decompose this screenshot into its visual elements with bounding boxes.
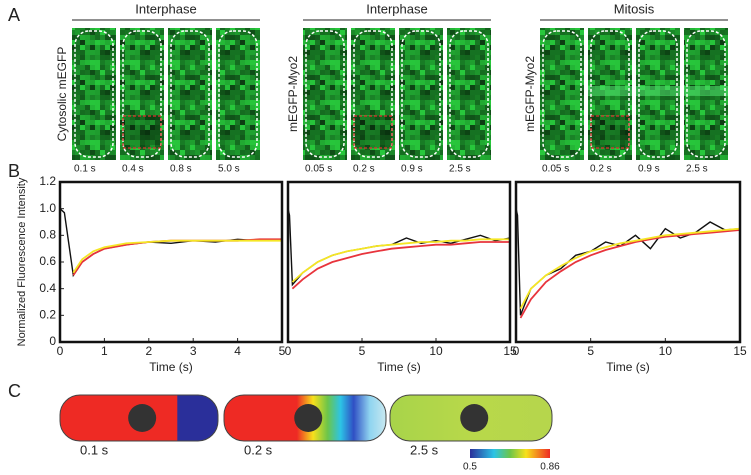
panel-letter: A: [8, 5, 20, 25]
data-line: [519, 227, 741, 310]
colorbar-max: 0.86: [540, 462, 560, 473]
y-axis-label: Normalized Fluorescence Intensity: [16, 177, 28, 346]
x-tick-label: 10: [659, 344, 673, 358]
plot-frame: [58, 180, 284, 344]
y-tick-label: 0: [49, 334, 56, 348]
cell-outline: [638, 30, 678, 158]
bleach-region: [354, 116, 392, 148]
microscopy-frame: [120, 28, 164, 160]
group-header: Interphase: [135, 1, 196, 16]
x-tick-label: 0: [57, 344, 64, 358]
x-tick-label: 2: [145, 344, 152, 358]
microscopy-frame: [303, 28, 347, 160]
y-tick-label: 0.6: [39, 254, 56, 268]
x-axis-label: Time (s): [377, 360, 421, 374]
x-tick-label: 4: [234, 344, 241, 358]
y-tick-label: 0.4: [39, 281, 56, 295]
plot-frame: [286, 180, 512, 344]
plot-frame: [514, 180, 742, 344]
x-tick-label: 1: [101, 344, 108, 358]
x-tick-label: 15: [733, 344, 747, 358]
cell-outline: [74, 30, 114, 158]
cell-time: 0.2 s: [244, 442, 273, 457]
time-label: 0.9 s: [401, 164, 423, 175]
x-tick-label: 15: [503, 344, 517, 358]
y-tick-label: 1.2: [39, 174, 56, 188]
microscopy-frame: [168, 28, 212, 160]
nucleus: [128, 404, 157, 432]
frame-label: Cytosolic mEGFP: [55, 47, 69, 142]
cell-outline: [590, 30, 630, 158]
colorbar: [470, 449, 550, 458]
cell-outline: [122, 30, 162, 158]
ring-signal: [636, 86, 680, 96]
colorbar-min: 0.5: [463, 462, 477, 473]
group-header: Mitosis: [614, 1, 655, 16]
cell-outline: [353, 30, 393, 158]
microscopy-frame: [540, 28, 584, 160]
cell-outline: [686, 30, 726, 158]
microscopy-frame: [216, 28, 260, 160]
panel-letter: C: [8, 381, 21, 401]
time-label: 0.05 s: [305, 164, 332, 175]
panel-letter: B: [8, 161, 20, 181]
bleach-region: [123, 116, 161, 148]
x-tick-label: 10: [429, 344, 443, 358]
data-line: [291, 238, 510, 283]
x-tick-label: 5: [587, 344, 594, 358]
nucleus: [460, 404, 489, 432]
x-tick-label: 5: [279, 344, 286, 358]
ring-signal: [684, 86, 728, 96]
data-line: [59, 208, 282, 278]
group-header: Interphase: [366, 1, 427, 16]
cell-time: 2.5 s: [410, 442, 439, 457]
x-axis-label: Time (s): [149, 360, 193, 374]
nucleus: [294, 404, 323, 432]
time-label: 0.2 s: [353, 164, 375, 175]
ring-signal: [588, 86, 632, 96]
microscopy-frame: [351, 28, 395, 160]
cell-outline: [305, 30, 345, 158]
x-tick-label: 0: [513, 344, 520, 358]
cell-outline: [401, 30, 441, 158]
time-label: 0.2 s: [590, 164, 612, 175]
frame-label: mEGFP-Myo2: [286, 56, 300, 132]
microscopy-frame: [72, 28, 116, 160]
x-tick-label: 0: [285, 344, 292, 358]
time-label: 2.5 s: [449, 164, 471, 175]
time-label: 0.1 s: [74, 164, 96, 175]
time-label: 0.4 s: [122, 164, 144, 175]
y-tick-label: 0.2: [39, 308, 56, 322]
cell-outline: [449, 30, 489, 158]
cell-outline: [542, 30, 582, 158]
time-label: 2.5 s: [686, 164, 708, 175]
cell-outline: [218, 30, 258, 158]
time-label: 0.05 s: [542, 164, 569, 175]
y-tick-label: 0.8: [39, 228, 56, 242]
x-tick-label: 5: [359, 344, 366, 358]
y-tick-label: 1.0: [39, 201, 56, 215]
frame-label: mEGFP-Myo2: [523, 56, 537, 132]
data-line: [72, 238, 282, 276]
bleach-region: [591, 116, 629, 148]
x-axis-label: Time (s): [606, 360, 650, 374]
time-label: 5.0 s: [218, 164, 240, 175]
microscopy-frame: [447, 28, 491, 160]
x-tick-label: 3: [190, 344, 197, 358]
microscopy-frame: [399, 28, 443, 160]
cell-time: 0.1 s: [80, 442, 109, 457]
data-line: [519, 229, 741, 319]
time-label: 0.9 s: [638, 164, 660, 175]
data-line: [72, 239, 282, 274]
data-line: [287, 208, 511, 287]
data-line: [515, 208, 741, 316]
time-label: 0.8 s: [170, 164, 192, 175]
cell-outline: [170, 30, 210, 158]
data-line: [291, 241, 510, 290]
